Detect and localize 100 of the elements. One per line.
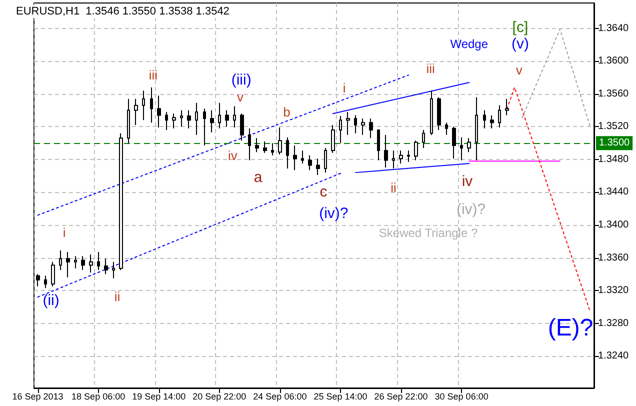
candlestick <box>150 86 153 124</box>
candlestick <box>59 250 62 271</box>
candlestick <box>445 122 448 136</box>
candlestick <box>240 113 244 142</box>
candlestick <box>271 142 274 156</box>
x-tick-label: 19 Sep 14:00 <box>132 392 186 402</box>
annotation: iii <box>148 68 158 83</box>
candlestick <box>354 114 357 134</box>
y-tick-label: 1.3560 <box>598 88 630 100</box>
candlestick <box>36 274 40 287</box>
candlestick <box>422 129 425 148</box>
candlestick <box>81 256 85 271</box>
x-tick-label: 25 Sep 14:00 <box>314 392 368 402</box>
candlestick <box>286 136 289 169</box>
annotation: iii <box>426 61 435 76</box>
candlestick <box>187 110 191 129</box>
candlestick <box>112 261 115 279</box>
candlestick <box>392 150 395 169</box>
candlestick <box>233 106 236 128</box>
y-tick-label: 1.3360 <box>598 252 630 264</box>
candlestick <box>452 126 456 160</box>
candlestick <box>308 154 312 171</box>
annotation: (iv)? <box>319 205 348 222</box>
y-tick-label: 1.3240 <box>598 350 630 362</box>
annotation: (iii) <box>231 72 252 88</box>
candlestick <box>407 150 410 162</box>
candlestick <box>119 132 123 271</box>
candlestick <box>293 145 297 171</box>
x-tick-label: 26 Sep 22:00 <box>374 392 428 402</box>
candlestick <box>210 110 214 133</box>
candlestick <box>278 127 282 156</box>
candlestick <box>361 118 365 136</box>
candlestick <box>475 96 478 161</box>
annotation: Skewed Triangle ? <box>378 226 478 240</box>
candlestick <box>316 158 320 176</box>
annotation: v <box>516 62 523 78</box>
annotation: ii <box>390 180 396 195</box>
ref-line-label: 1.3500 <box>599 138 630 149</box>
candlestick <box>104 258 108 275</box>
candlestick <box>414 140 418 161</box>
annotation: (ii) <box>42 292 60 309</box>
y-tick-label: 1.3440 <box>598 186 630 198</box>
annotation: i <box>342 80 346 96</box>
annotation: [c] <box>512 19 528 36</box>
y-tick-label: 1.3280 <box>598 318 630 329</box>
candlestick <box>399 150 403 164</box>
annotation: (E)? <box>548 314 594 342</box>
candlestick <box>339 116 342 144</box>
candlestick <box>97 252 100 271</box>
candlestick <box>165 111 168 130</box>
annotation: (v) <box>511 35 529 52</box>
candlestick <box>437 96 441 130</box>
y-tick-label: 1.3480 <box>598 154 630 165</box>
candlestick <box>142 90 145 121</box>
candlestick <box>157 95 161 128</box>
candlestick <box>430 90 433 136</box>
candlestick <box>66 252 70 278</box>
y-tick-label: 1.3320 <box>598 285 630 296</box>
y-tick-label: 1.3600 <box>598 56 630 67</box>
annotation: a <box>254 168 263 186</box>
candlestick <box>467 138 471 153</box>
candlestick <box>263 140 267 154</box>
annotation: iv <box>462 173 474 190</box>
annotation: ii <box>114 288 120 304</box>
candlestick <box>255 138 259 153</box>
annotation: c <box>320 184 328 201</box>
candlestick <box>44 275 47 289</box>
annotation: (iv)? <box>456 200 486 218</box>
candlestick <box>134 98 138 126</box>
candlestick <box>74 256 77 269</box>
candlestick <box>89 254 93 273</box>
candlestick <box>203 108 206 146</box>
candlestick <box>331 124 335 154</box>
candlestick <box>369 118 373 139</box>
x-tick-label: 24 Sep 06:00 <box>253 392 307 402</box>
y-tick-label: 1.3640 <box>598 22 630 34</box>
candlestick <box>51 261 55 287</box>
candlestick <box>490 114 494 129</box>
candlestick <box>505 98 509 116</box>
x-tick-label: 16 Sep 2013 <box>12 392 64 402</box>
annotation: iv <box>228 148 238 163</box>
candlestick <box>248 128 251 161</box>
candlestick <box>127 98 130 144</box>
candlestick <box>384 134 388 168</box>
candlestick <box>172 113 176 129</box>
candlestick <box>498 104 501 128</box>
x-tick-label: 18 Sep 06:00 <box>72 392 126 402</box>
x-tick-label: 20 Sep 22:00 <box>192 392 246 402</box>
annotation: b <box>283 104 290 120</box>
annotation: v <box>236 90 244 105</box>
candlestick <box>195 102 198 136</box>
candlestick <box>324 147 327 174</box>
annotation: Wedge <box>450 36 488 51</box>
candlestick <box>460 136 463 161</box>
candlestick <box>180 110 183 128</box>
y-tick-label: 1.3400 <box>598 219 630 230</box>
candlestick <box>301 150 304 164</box>
x-tick-label: 30 Sep 06:00 <box>434 392 488 402</box>
candlestick <box>218 102 221 129</box>
candlestick <box>225 110 229 128</box>
